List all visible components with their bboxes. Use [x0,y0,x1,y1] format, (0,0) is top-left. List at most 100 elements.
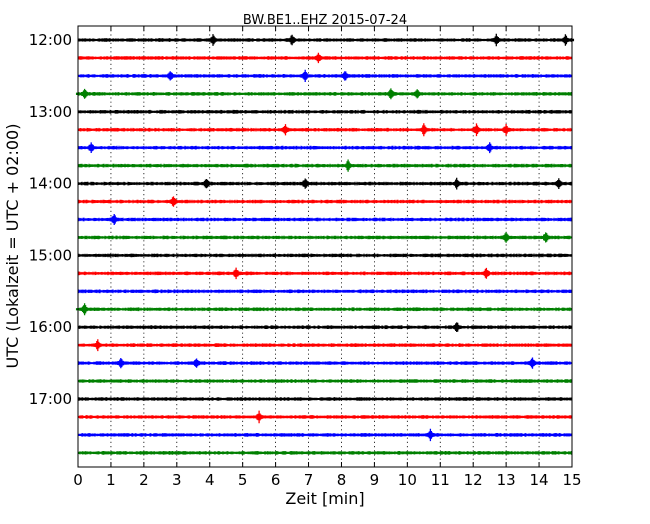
y-tick-label: 14:00 [29,175,72,193]
y-tick-label: 16:00 [29,318,72,336]
trace-13:30 [77,142,573,154]
seismic-event [276,124,295,136]
trace-line [77,109,573,114]
seismic-event [382,88,400,100]
trace-17:00 [77,397,573,401]
x-tick-label: 12 [464,471,483,489]
seismic-event [112,358,130,369]
trace-line [77,271,573,276]
seismic-event [336,71,354,81]
x-tick-label: 7 [304,471,314,489]
seismic-event [477,267,496,279]
y-axis: 12:00 13:00 14:00 15:00 16:00 17:00 [29,31,572,408]
trace-line [77,451,573,455]
trace-14:30 [77,214,573,225]
plot-frame [77,25,573,468]
trace-15:15 [77,267,573,280]
trace-12:15 [77,52,573,64]
trace-15:00 [77,253,573,258]
x-tick-label: 5 [238,471,248,489]
seismic-event [448,322,466,332]
trace-line [77,92,573,96]
y-tick-label: 13:00 [29,103,72,121]
trace-line [77,307,573,312]
seismic-event [187,358,206,368]
seismic-event [75,303,94,316]
x-tick-label: 4 [205,471,215,489]
trace-13:45 [77,159,573,172]
trace-14:00 [77,177,573,190]
seismic-event [283,34,301,46]
y-tick-label: 15:00 [29,246,72,264]
trace-16:00 [77,322,573,332]
seismic-event [105,214,123,225]
trace-line [77,199,573,204]
x-tick-label: 0 [73,471,83,489]
trace-14:15 [77,196,573,207]
seismic-event [497,232,515,243]
y-tick-label: 17:00 [29,390,72,408]
x-axis-label: Zeit [min] [285,489,364,508]
seismic-event [82,142,100,153]
x-tick-label: 9 [370,471,380,489]
x-tick-label: 8 [337,471,347,489]
seismic-event [487,33,505,47]
seismic-event [421,428,440,442]
seismic-event [89,339,107,352]
trace-15:45 [75,303,573,316]
y-axis-label: UTC (Lokalzeit = UTC + 02:00) [3,124,22,369]
seismic-event [523,357,542,369]
trace-17:15 [77,410,573,424]
x-tick-label: 10 [398,471,417,489]
trace-line [77,415,573,419]
trace-12:00 [77,33,575,47]
seismic-event [467,123,486,137]
trace-line [77,217,573,222]
seismic-event [481,142,499,154]
trace-line [77,361,573,365]
trace-line [77,325,573,330]
trace-16:15 [77,339,573,352]
seismic-event [164,196,183,207]
trace-13:00 [77,109,573,114]
trace-17:30 [77,428,573,442]
x-tick-label: 1 [106,471,116,489]
x-tick-label: 15 [562,471,581,489]
seismic-event [75,88,94,99]
seismogram-traces [75,33,575,455]
seismic-event [250,410,268,424]
trace-12:30 [77,69,573,82]
trace-13:15 [77,123,573,137]
chart-title: BW.BE1..EHZ 2015-07-24 [243,13,407,28]
seismic-event [227,267,245,280]
seismic-event [537,232,555,243]
seismic-event [161,71,179,81]
trace-line [77,397,573,401]
seismic-event [204,34,222,46]
seismic-event [339,159,357,172]
trace-line [77,181,573,186]
trace-17:45 [77,451,573,455]
trace-line [77,343,573,347]
seismic-event [309,52,328,64]
trace-line [77,253,573,258]
x-tick-label: 14 [530,471,549,489]
trace-line [77,289,573,294]
trace-line [77,433,573,437]
trace-line [77,163,573,168]
seismic-event [415,123,433,137]
seismic-event [197,179,216,189]
x-tick-label: 13 [497,471,516,489]
trace-line [77,74,573,78]
x-axis: 0 1 2 3 4 5 6 7 8 9 10 11 12 13 14 15 [73,26,582,489]
trace-12:45 [75,88,573,100]
seismic-event [408,89,426,99]
trace-14:45 [77,232,573,243]
x-tick-label: 6 [271,471,281,489]
seismic-event [448,177,466,190]
y-tick-label: 12:00 [29,31,72,49]
seismic-event [296,178,314,189]
seismic-event [550,178,568,189]
